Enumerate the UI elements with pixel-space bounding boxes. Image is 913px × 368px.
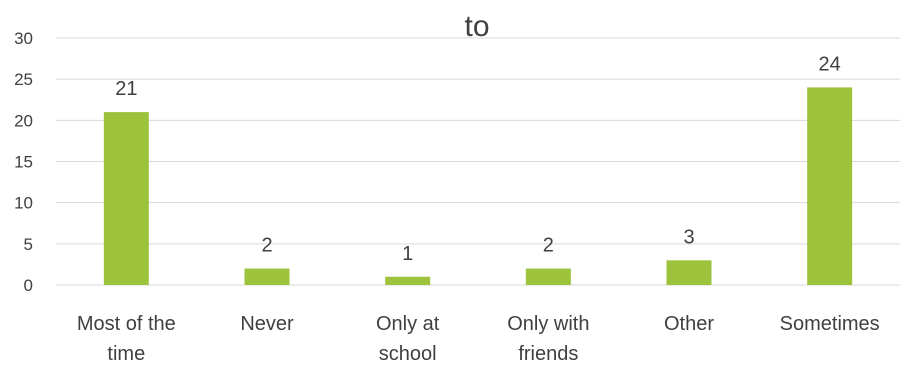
gridlines: [56, 37, 900, 286]
data-label: 2: [543, 235, 554, 257]
x-category-label: Other: [664, 313, 714, 335]
data-labels: 212 1 2 324: [115, 53, 841, 264]
bar: [525, 268, 571, 285]
x-category-label-line: Only with: [507, 313, 589, 335]
x-category-label: Only at school: [376, 313, 440, 365]
y-axis: 0 5 10 15 20 25 30: [14, 29, 33, 295]
y-tick-label: 15: [14, 153, 33, 172]
data-label: 24: [819, 53, 841, 75]
y-tick-label: 25: [14, 70, 33, 89]
x-axis: Most of the time Never Only at school Only wi…: [77, 313, 880, 365]
x-category-label-line: time: [107, 343, 145, 365]
data-label: 1: [402, 243, 413, 265]
y-tick-label: 10: [14, 194, 33, 213]
bar: [385, 276, 431, 285]
x-category-label-line: school: [379, 343, 437, 365]
bar: [807, 87, 853, 286]
x-category-label: Most of the time: [77, 313, 176, 365]
bars: [103, 87, 853, 286]
y-tick-label: 30: [14, 29, 33, 48]
x-category-label-line: Never: [240, 313, 294, 335]
data-label: 3: [683, 226, 694, 248]
x-category-label-line: Most of the: [77, 313, 176, 335]
x-category-label-line: Other: [664, 313, 714, 335]
x-category-label: Only with friends: [507, 313, 589, 365]
data-label: 2: [261, 235, 272, 257]
bar: [666, 260, 712, 285]
x-category-label: Never: [240, 313, 294, 335]
x-category-label-line: Only at: [376, 313, 440, 335]
x-category-label: Sometimes: [780, 313, 880, 335]
y-tick-label: 5: [24, 235, 33, 254]
bar: [103, 112, 149, 285]
y-tick-label: 0: [24, 276, 33, 295]
bar: [244, 268, 290, 285]
y-tick-label: 20: [14, 111, 33, 130]
x-category-label-line: friends: [518, 343, 578, 365]
data-label: 21: [115, 78, 137, 100]
x-category-label-line: Sometimes: [780, 313, 880, 335]
